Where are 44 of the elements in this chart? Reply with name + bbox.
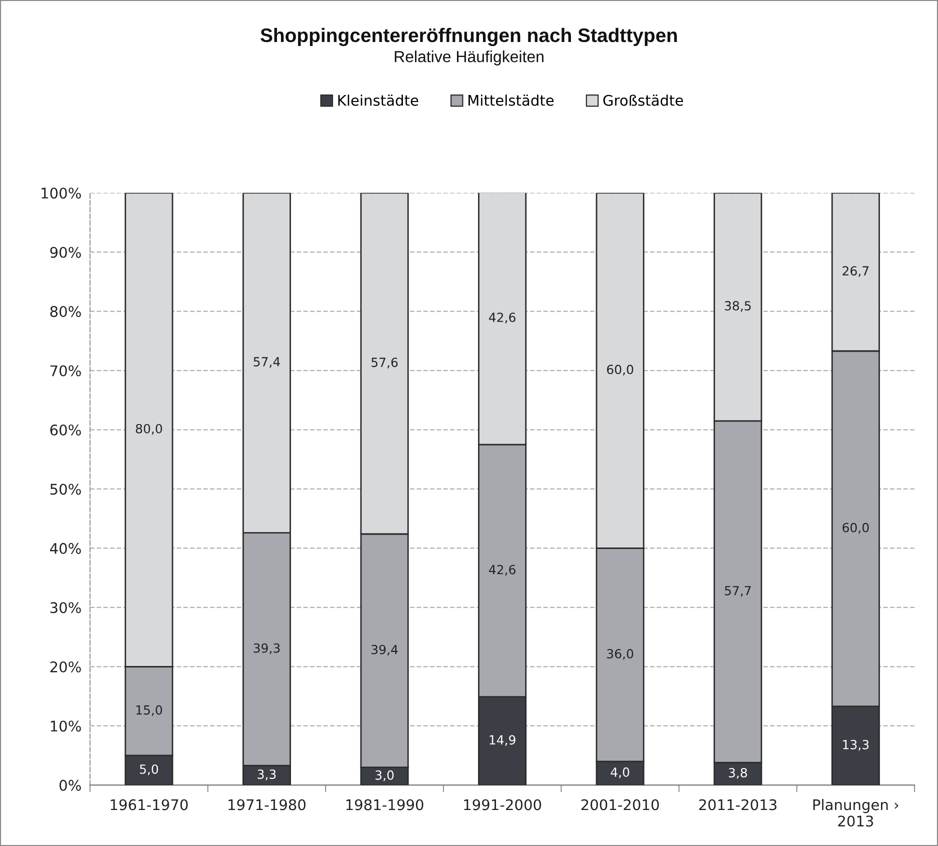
- data-label: 4,0: [610, 767, 630, 778]
- y-tick-label: 90%: [50, 246, 81, 258]
- data-label: 39,3: [254, 643, 280, 654]
- data-label: 14,9: [490, 735, 516, 746]
- y-tick-label: 30%: [50, 602, 81, 614]
- legend-label: Großstädte: [603, 94, 683, 106]
- data-label: 3,0: [376, 770, 394, 782]
- data-label: 57,6: [372, 358, 398, 368]
- data-label: 5,0: [140, 764, 158, 776]
- y-tick-label: 0%: [60, 780, 81, 791]
- data-label: 36,0: [607, 648, 634, 660]
- chart-subtitle: Relative Häufigkeiten: [394, 50, 544, 66]
- data-label: 3,3: [258, 769, 276, 780]
- y-tick-label: 20%: [50, 661, 81, 672]
- x-tick-label: 2011-2013: [699, 799, 776, 810]
- data-label: 26,7: [842, 266, 869, 277]
- x-tick-label: 2001-2010: [581, 799, 659, 810]
- x-tick-label: 1961-1970: [110, 799, 188, 810]
- legend-label: Kleinstädte: [338, 94, 418, 106]
- data-label: 39,4: [372, 644, 398, 656]
- data-label: 57,7: [724, 586, 751, 597]
- data-label: 3,8: [728, 768, 747, 779]
- x-tick-label: 1991-2000: [464, 799, 542, 810]
- data-label: 42,6: [488, 312, 516, 324]
- y-tick-label: 100%: [42, 188, 81, 199]
- x-tick-label: 1971-1980: [228, 799, 306, 810]
- data-label: 80,0: [136, 424, 162, 435]
- data-label: 60,0: [842, 522, 869, 534]
- data-label: 42,6: [488, 564, 516, 576]
- data-label: 60,0: [607, 364, 634, 376]
- data-label: 13,3: [843, 740, 869, 751]
- y-tick-label: 80%: [50, 306, 81, 318]
- data-label: 38,5: [724, 301, 751, 312]
- y-tick-label: 10%: [50, 720, 81, 732]
- y-tick-label: 50%: [50, 484, 81, 495]
- data-label: 57,4: [254, 357, 280, 368]
- chart-title: Shoppingcentereröffnungen nach Stadttypen: [260, 28, 677, 46]
- x-tick-label: Planungen › 2013: [813, 798, 898, 827]
- y-tick-label: 60%: [50, 424, 81, 436]
- legend-label: Mittelstädte: [468, 94, 554, 106]
- y-tick-label: 70%: [50, 365, 81, 376]
- y-tick-label: 40%: [50, 542, 81, 554]
- x-tick-label: 1981-1990: [346, 799, 424, 810]
- data-label: 15,0: [136, 705, 162, 716]
